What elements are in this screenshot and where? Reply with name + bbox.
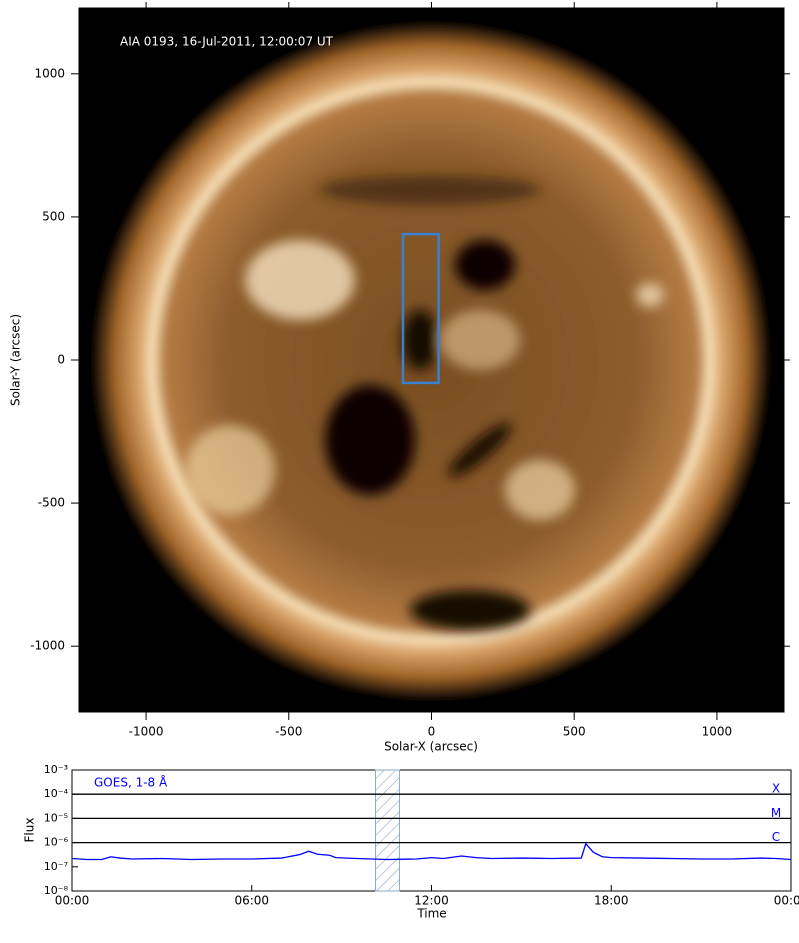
x-tick-label: 0 <box>428 725 436 739</box>
x-axis-label: Time <box>416 907 446 921</box>
x-tick-label: 12:00 <box>414 894 449 908</box>
level-label: C <box>772 830 780 844</box>
y-tick-label: -1000 <box>30 639 65 653</box>
y-axis-label: Flux <box>23 818 37 843</box>
solar-image <box>79 8 784 712</box>
x-axis-label: Solar-X (arcsec) <box>384 740 478 754</box>
y-tick-label: -500 <box>38 496 65 510</box>
x-tick-label: 00:00 <box>55 894 90 908</box>
solar-features <box>185 175 664 630</box>
y-tick-label: 10⁻⁴ <box>44 787 69 800</box>
legend-label: GOES, 1-8 Å <box>94 775 168 790</box>
x-tick-label: 06:00 <box>234 894 269 908</box>
x-tick-label: 00:00 <box>774 894 799 908</box>
x-tick-label: -500 <box>275 725 302 739</box>
region-box <box>401 232 440 385</box>
level-label: M <box>771 806 781 820</box>
y-tick-label: 10⁻⁵ <box>44 811 68 824</box>
level-label: X <box>772 782 780 796</box>
image-annotation: AIA 0193, 16-Jul-2011, 12:00:07 UT <box>120 35 334 49</box>
y-tick-label: 10⁻⁸ <box>44 884 69 897</box>
y-tick-label: 0 <box>57 353 65 367</box>
plot-frame <box>71 769 792 892</box>
y-tick-label: 1000 <box>34 66 65 80</box>
flux-line <box>71 842 792 861</box>
y-tick-label: 10⁻³ <box>44 763 68 776</box>
highlight-band <box>374 769 400 892</box>
y-tick-label: 10⁻⁷ <box>44 860 68 873</box>
y-axis-label: Solar-Y (arcsec) <box>9 314 23 406</box>
x-tick-label: 500 <box>563 725 586 739</box>
x-tick-label: 18:00 <box>594 894 629 908</box>
x-tick-label: 1000 <box>702 725 733 739</box>
y-tick-label: 10⁻⁶ <box>44 836 69 849</box>
x-tick-label: -1000 <box>129 725 164 739</box>
y-tick-label: 500 <box>42 209 65 223</box>
